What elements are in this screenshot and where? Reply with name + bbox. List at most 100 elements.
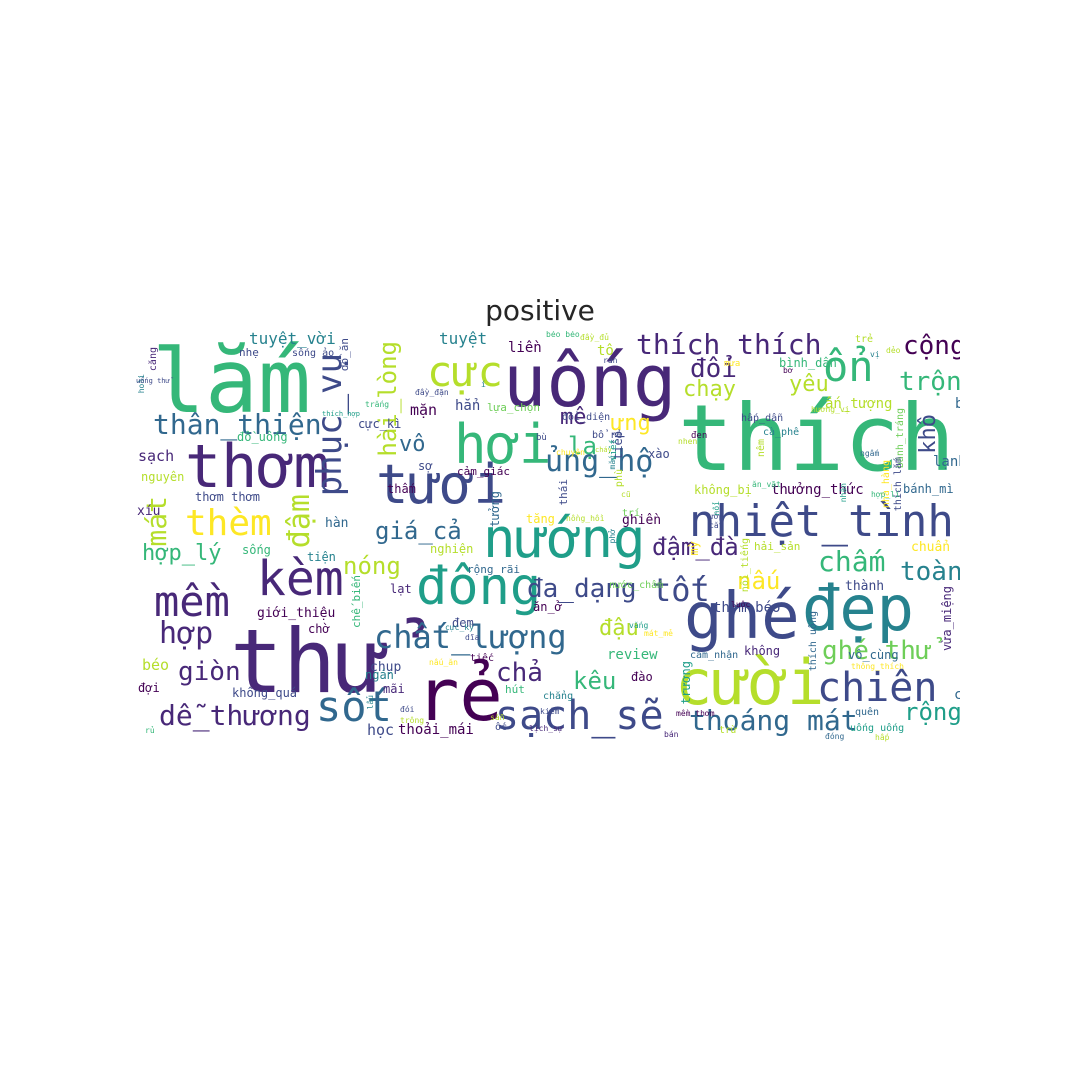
word-rong-rai: rộng_rãi — [467, 563, 520, 576]
word-ghe-thu: ghé thử — [822, 636, 932, 666]
word-tron: trộn — [899, 367, 960, 397]
word-quen: quên — [855, 707, 880, 718]
word-truong: trương — [679, 661, 693, 705]
word-yeu: yêu — [789, 372, 829, 397]
word-rong: rộng — [904, 698, 960, 726]
word-dau: đậu — [599, 616, 639, 641]
word-thom-thom: thơm thơm — [195, 490, 261, 504]
word-dao: đào — [631, 670, 653, 684]
word-bu: bù — [536, 433, 547, 443]
word-nha-hang: nhà_hàng — [881, 460, 892, 509]
word-thich-thich: thích thích — [636, 331, 822, 361]
word-phu: phù — [614, 469, 625, 488]
word-man: mặn — [410, 401, 438, 419]
word-banh-mi: bánh_mì — [903, 482, 954, 496]
word-hop-ly: hợp_lý — [142, 541, 222, 566]
word-ca-phe: cà_phê — [763, 427, 800, 438]
word-lien: liền — [508, 340, 542, 356]
word-han: hẳn — [455, 398, 481, 414]
word-hai-san: hải_sản — [754, 540, 801, 553]
word-nong: nóng — [343, 552, 401, 580]
word-tru: trừ — [719, 725, 738, 736]
word-tien: tiện — [307, 550, 336, 564]
word-uong: uống — [503, 339, 677, 423]
word-day-du: đầy_đủ — [580, 333, 609, 342]
word-dem: đem — [452, 616, 474, 630]
word-che-bien: chế_biến — [350, 575, 363, 628]
word-nem: nêm — [756, 439, 767, 458]
word-ngam: ngấm — [860, 449, 880, 458]
word-nau-an: nấu_ăn — [429, 658, 458, 667]
word-nuoc-cham: nước_chấm — [609, 580, 664, 591]
word-sot: sốt — [316, 682, 392, 731]
word-da-dang: đa_dạng — [527, 574, 637, 604]
word-luoc: luộc — [731, 600, 751, 609]
word-uop: ướp — [709, 512, 724, 521]
word-me: mê — [560, 405, 587, 430]
word-thich-lam: thích lắm — [893, 457, 904, 512]
word-thich-uong: thích uống — [808, 611, 819, 672]
word-cam-giac: cảm_giác — [457, 465, 510, 478]
word-lau: lẩu — [366, 695, 375, 710]
word-chay: chạy — [683, 377, 736, 402]
word-khong-bi: không_bị — [694, 483, 752, 497]
word-cuc-ky: cực_kỳ — [445, 623, 474, 632]
word-mem-thom: mềm thơm — [676, 709, 715, 718]
word-huong-vi: hương_vị — [811, 405, 850, 414]
word-trang: trắng — [365, 400, 390, 409]
word-vo: vô — [399, 432, 426, 457]
word-ngan: ngán — [365, 668, 394, 682]
word-thoai-mai: thoải_mái — [398, 722, 474, 738]
word-uong-thu: uống thử — [136, 377, 170, 385]
word-ghe: ghé — [684, 580, 800, 654]
word-tri: trí — [622, 508, 641, 519]
word-nhen: nhen — [678, 437, 698, 446]
word-uong-uong: uống uống — [850, 723, 905, 734]
word-doi-dien: đổi_diện — [562, 412, 611, 423]
word-pho: phở — [608, 529, 617, 544]
word-han: hàn — [325, 516, 349, 531]
word-mai: mãi — [383, 682, 405, 696]
word-thich-hop: thích_hợp — [322, 410, 360, 418]
word-doi: đợi — [138, 681, 160, 695]
word-nhiet-tinh: nhiệt_tình — [689, 496, 954, 547]
word-thanh: thành — [845, 579, 885, 594]
word-hai-long: hài_lòng — [374, 341, 402, 457]
word-mem: mềm — [154, 577, 230, 626]
word-to: tô — [597, 343, 614, 359]
word-toan: toàn — [900, 557, 960, 587]
word-tot: tốt — [652, 571, 710, 609]
word-gia-ca: giá_cả — [375, 517, 462, 545]
word-dong: đông — [416, 557, 542, 617]
word-i: í — [481, 380, 486, 389]
word-chuan: chuẩn — [911, 540, 951, 555]
word-xiu: xíu — [137, 504, 161, 519]
word-my: mỳ — [687, 541, 701, 556]
word-khong-qua: không_quá — [232, 686, 298, 700]
word-ung: ưng — [611, 411, 651, 436]
word-thich: thích — [678, 385, 955, 492]
word-lich-su: lịch_sự — [529, 724, 563, 733]
word-hoi: hơi — [454, 413, 552, 476]
word-vang: vắng — [629, 621, 649, 630]
word-hap-dan: hấp_dẫn — [741, 413, 784, 424]
word-cuc: cực — [427, 347, 503, 396]
word-thai: thái — [557, 479, 570, 506]
word-thuong-thuc: thưởng_thức — [771, 482, 864, 498]
word-deo: dẻo — [886, 346, 901, 355]
word-dia: dĩa — [465, 633, 480, 642]
word-san: sẵn — [490, 713, 505, 722]
word-noi: nổi — [712, 501, 721, 516]
word-lat: lạt — [390, 582, 412, 596]
word-sach: sạch — [138, 447, 175, 465]
word-lanh: lạnh — [933, 454, 960, 470]
word-kem: kèm — [257, 551, 344, 607]
word-tiec: tiếc — [470, 653, 495, 664]
word-bao: bảo — [955, 396, 960, 412]
word-chang: chẳng — [543, 691, 574, 702]
word-cham: chấm — [818, 545, 886, 578]
word-binh-dan: bình_dân — [779, 356, 837, 370]
word-thom-beo: thơm béo — [713, 600, 781, 616]
word-dep: đẹp — [802, 572, 914, 645]
word-tham: thấm — [387, 482, 416, 496]
